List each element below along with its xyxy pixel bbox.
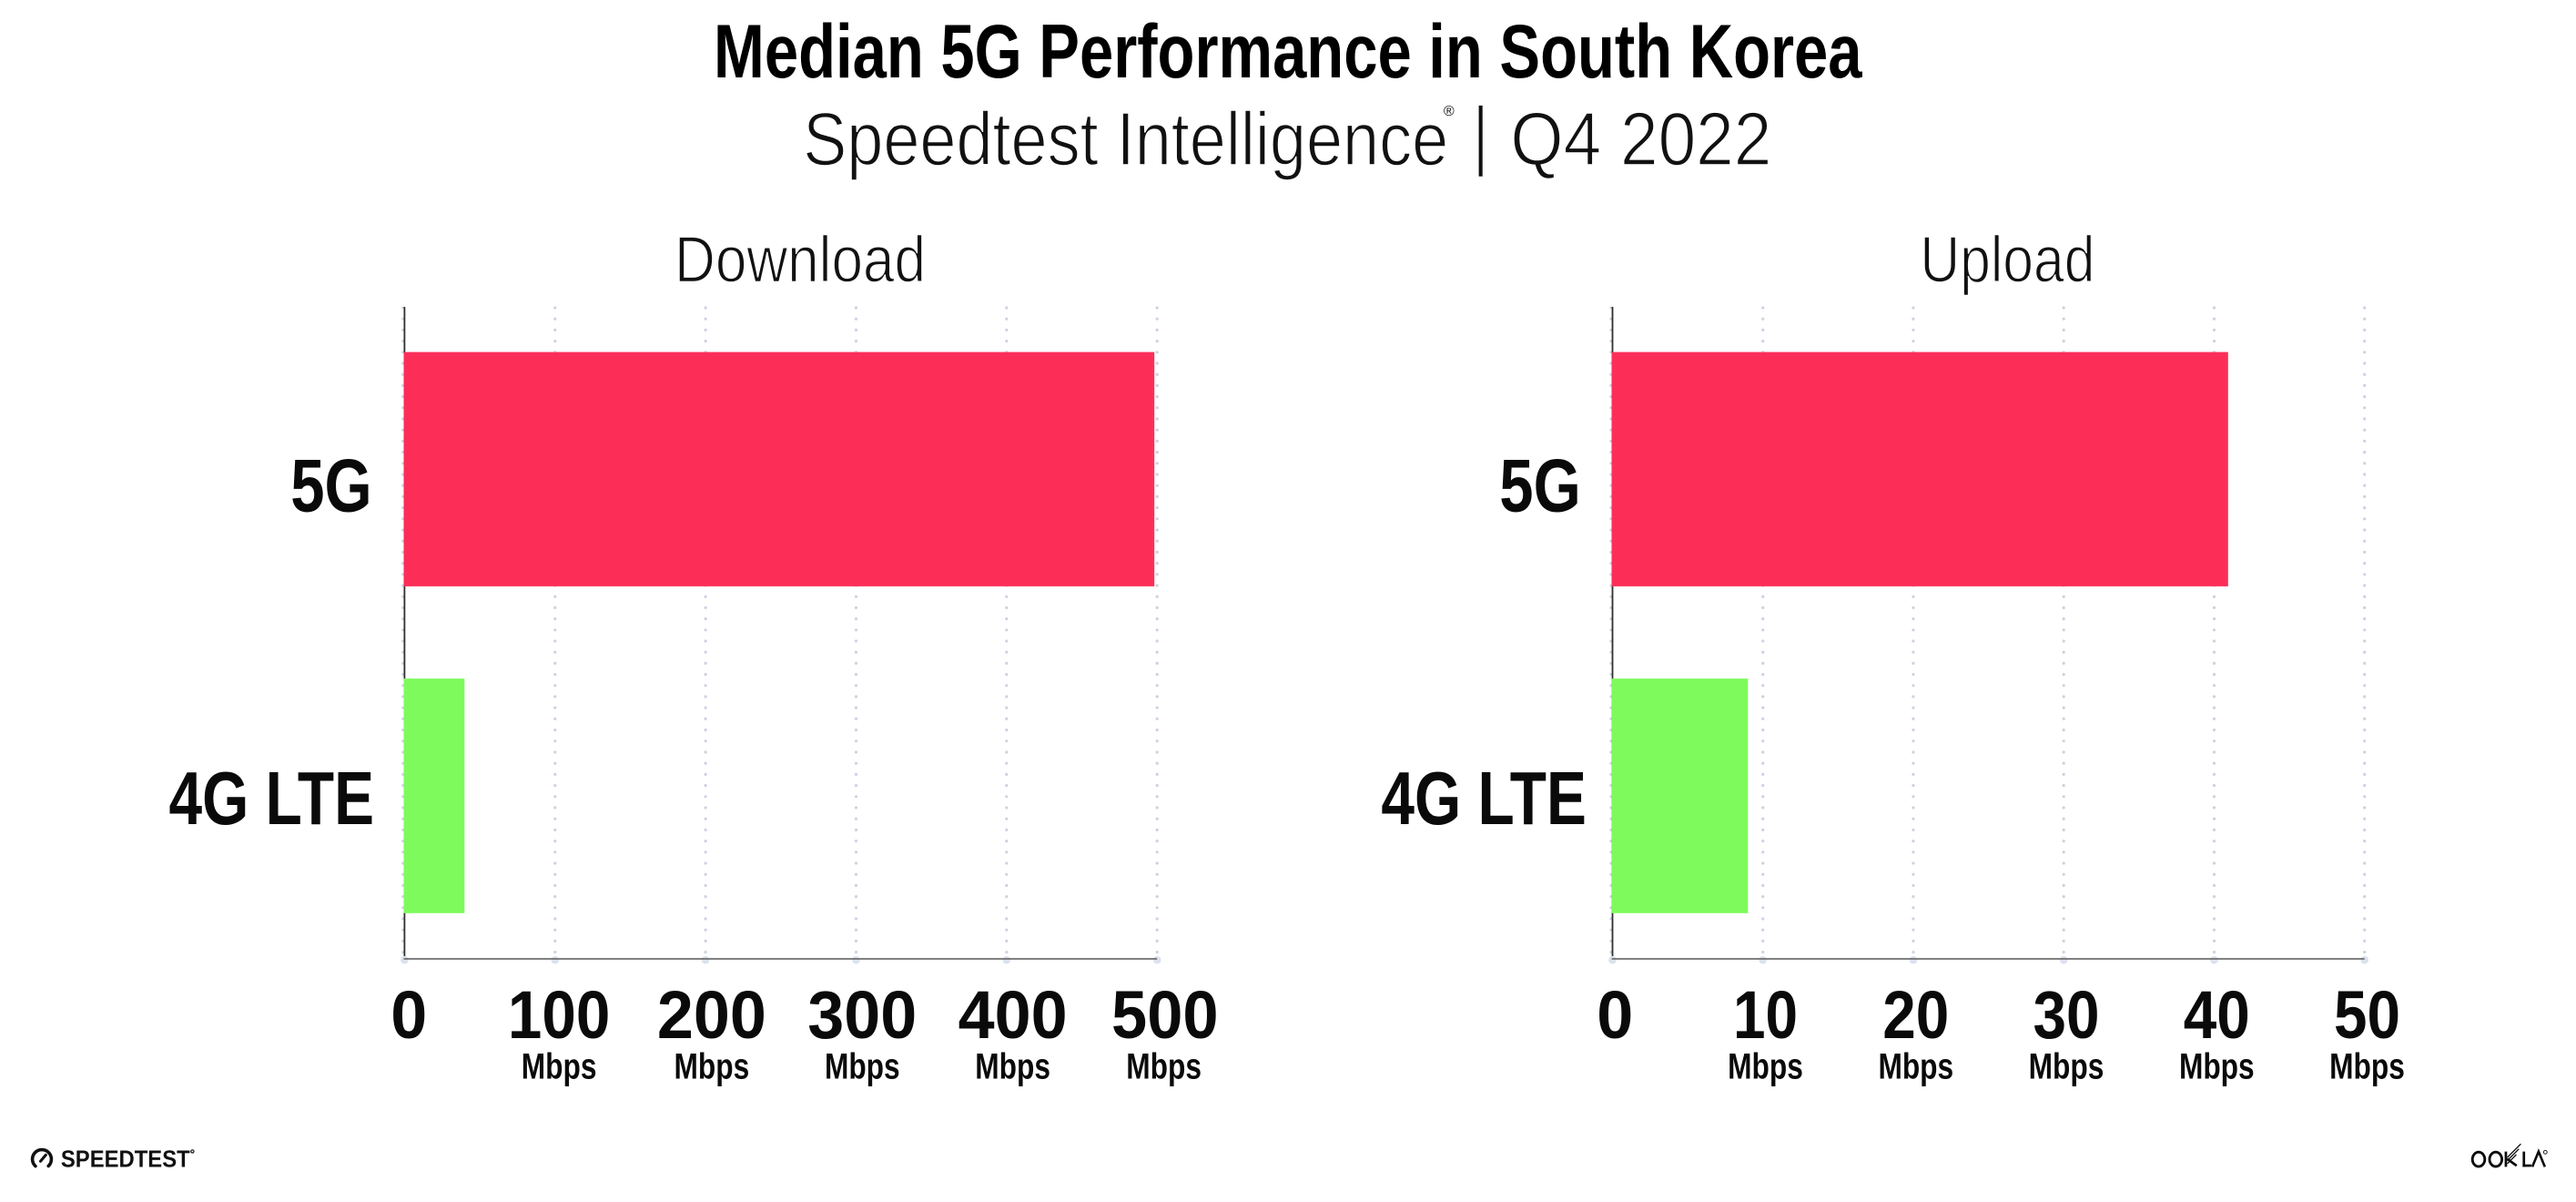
svg-text:Median 5G Performance in South: Median 5G Performance in South Korea <box>714 9 1862 94</box>
svg-text:500: 500 <box>1111 977 1219 1053</box>
svg-text:40: 40 <box>2184 977 2250 1053</box>
svg-text:Speedtest Intelligence: Speedtest Intelligence <box>803 97 1448 181</box>
svg-text:400: 400 <box>958 977 1068 1053</box>
svg-text:Mbps: Mbps <box>1126 1046 1202 1086</box>
svg-text:Download: Download <box>674 225 926 297</box>
svg-text:Mbps: Mbps <box>1728 1046 1803 1086</box>
svg-text:Mbps: Mbps <box>825 1046 900 1086</box>
svg-text:20: 20 <box>1882 977 1949 1053</box>
svg-text:5G: 5G <box>290 443 372 527</box>
svg-text:50: 50 <box>2334 977 2400 1053</box>
svg-text:0: 0 <box>390 977 427 1053</box>
svg-text:Mbps: Mbps <box>522 1046 597 1086</box>
svg-text:300: 300 <box>807 977 917 1053</box>
svg-text:4G LTE: 4G LTE <box>169 756 375 840</box>
svg-text:Mbps: Mbps <box>2029 1046 2104 1086</box>
svg-text:®: ® <box>1444 104 1455 119</box>
svg-text:Mbps: Mbps <box>1878 1046 1953 1086</box>
svg-text:0: 0 <box>1597 977 1633 1053</box>
svg-text:10: 10 <box>1733 977 1798 1053</box>
svg-text:Mbps: Mbps <box>2179 1046 2255 1086</box>
svg-text:SPEEDTEST: SPEEDTEST <box>61 1146 190 1173</box>
svg-text:Upload: Upload <box>1920 225 2094 297</box>
svg-text:200: 200 <box>657 977 766 1053</box>
svg-text:Mbps: Mbps <box>674 1046 750 1086</box>
svg-text:Mbps: Mbps <box>975 1046 1050 1086</box>
svg-text:Mbps: Mbps <box>2329 1046 2405 1086</box>
svg-text:4G LTE: 4G LTE <box>1381 756 1587 840</box>
svg-text:Q4 2022: Q4 2022 <box>1510 97 1771 181</box>
svg-text:100: 100 <box>508 977 610 1053</box>
svg-text:30: 30 <box>2033 977 2100 1053</box>
svg-text:5G: 5G <box>1499 443 1581 527</box>
